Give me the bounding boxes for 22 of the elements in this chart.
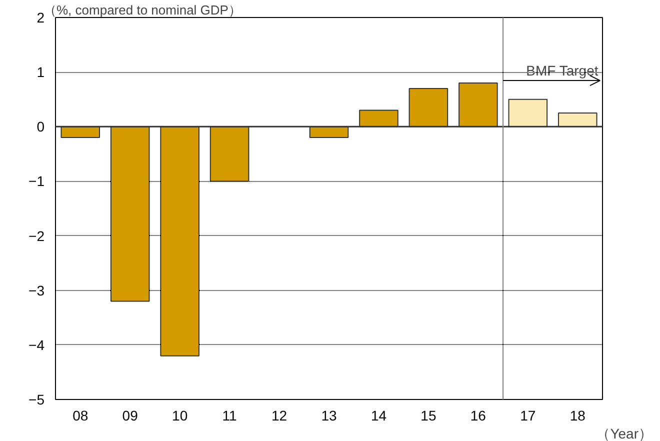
y-tick-label: −4 <box>28 336 45 353</box>
y-axis-title: （%, compared to nominal GDP） <box>44 2 242 18</box>
x-tick-label: 10 <box>172 408 188 424</box>
x-tick-label: 09 <box>122 408 138 424</box>
y-tick-label: −3 <box>28 282 45 298</box>
y-tick-label: 1 <box>36 64 45 80</box>
y-tick-label: −1 <box>28 173 45 190</box>
x-tick-label: 08 <box>72 408 88 424</box>
y-tick-label: −5 <box>28 392 45 408</box>
x-tick-label: 18 <box>570 408 586 424</box>
x-tick-label: 17 <box>520 408 536 424</box>
ref-line-label: BMF Target <box>526 62 598 79</box>
y-tick-label: −2 <box>28 228 45 244</box>
x-tick-label: 13 <box>321 408 337 424</box>
y-tick-label: 2 <box>36 10 45 26</box>
x-tick-label: 16 <box>470 408 486 424</box>
x-tick-label: 12 <box>271 408 288 424</box>
x-axis-title: （Year） <box>596 426 653 441</box>
x-tick-label: 15 <box>420 408 436 424</box>
x-tick-label: 14 <box>370 408 387 424</box>
y-tick-label: 0 <box>36 118 45 135</box>
x-tick-label: 11 <box>222 408 238 424</box>
